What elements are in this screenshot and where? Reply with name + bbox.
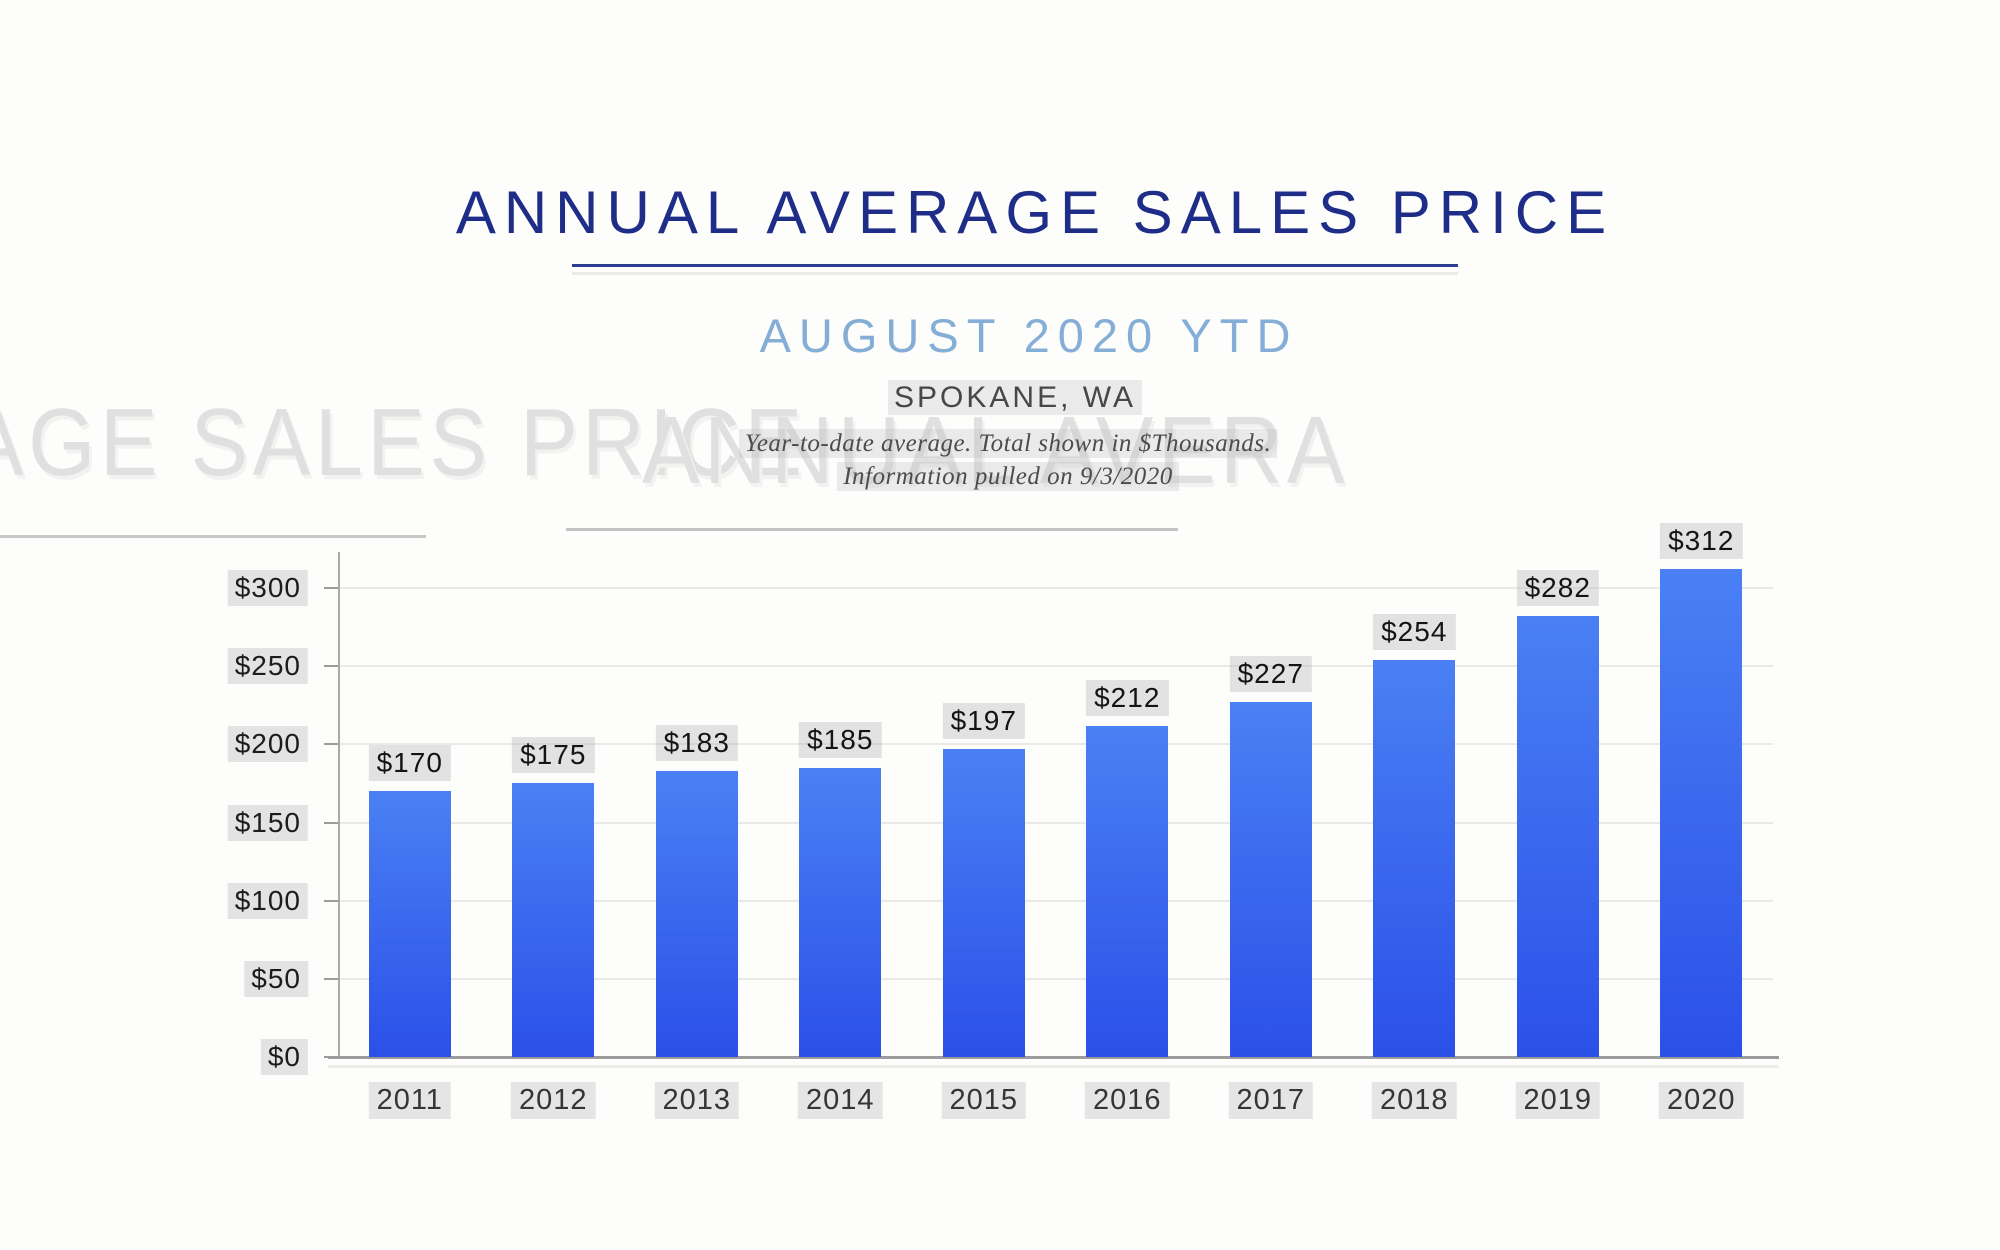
y-tick-250 xyxy=(324,665,338,668)
y-axis-label-200: $200 xyxy=(227,726,308,763)
bar-2018 xyxy=(1373,659,1456,1057)
x-axis-label-2012: 2012 xyxy=(510,1082,596,1119)
x-axis-label-2013: 2013 xyxy=(654,1082,740,1119)
location-label: SPOKANE, WA xyxy=(0,380,2000,415)
y-tick-100 xyxy=(324,899,338,902)
x-axis-label-2017: 2017 xyxy=(1228,1082,1314,1119)
bar-2015 xyxy=(942,749,1025,1057)
value-label-2013: $183 xyxy=(655,724,738,761)
gridline-150 xyxy=(338,821,1773,824)
bar-2017 xyxy=(1229,702,1312,1057)
watermark-text-right: ANNUAL AVERA xyxy=(642,397,1350,504)
y-axis-label-100: $100 xyxy=(227,882,308,919)
gridline-50 xyxy=(338,977,1773,980)
title-underline xyxy=(572,264,1458,267)
x-axis-label-2014: 2014 xyxy=(797,1082,883,1119)
x-axis-label-2011: 2011 xyxy=(368,1082,451,1119)
bar-2011 xyxy=(368,791,451,1057)
bar-2020 xyxy=(1660,569,1743,1057)
y-tick-200 xyxy=(324,743,338,746)
bar-2019 xyxy=(1516,616,1599,1057)
value-label-2019: $282 xyxy=(1516,570,1599,607)
page-title: ANNUAL AVERAGE SALES PRICE xyxy=(455,179,1615,246)
x-axis-label-2015: 2015 xyxy=(941,1082,1027,1119)
value-label-2017: $227 xyxy=(1229,656,1312,693)
note-line-1: Year-to-date average. Total shown in $Th… xyxy=(0,429,2000,458)
bar-2013 xyxy=(655,770,738,1057)
y-axis-label-150: $150 xyxy=(227,804,308,841)
value-label-2012: $175 xyxy=(512,737,595,774)
y-axis-line xyxy=(338,552,340,1057)
x-axis-label-2020: 2020 xyxy=(1658,1082,1744,1119)
y-axis-label-250: $250 xyxy=(227,648,308,685)
x-axis-label-2016: 2016 xyxy=(1084,1082,1170,1119)
value-label-2015: $197 xyxy=(942,703,1025,740)
gridline-100 xyxy=(338,899,1773,902)
value-label-2014: $185 xyxy=(799,721,882,758)
bar-2016 xyxy=(1086,725,1169,1057)
y-axis-label-300: $300 xyxy=(227,570,308,606)
gridline-300 xyxy=(338,587,1773,589)
value-label-2016: $212 xyxy=(1086,679,1169,716)
gridline-250 xyxy=(338,665,1773,668)
x-axis-line xyxy=(328,1056,1779,1059)
value-label-2020: $312 xyxy=(1660,523,1743,560)
y-tick-50 xyxy=(324,977,338,980)
gridline-200 xyxy=(338,743,1773,746)
value-label-2011: $170 xyxy=(368,745,451,782)
divider-line-left xyxy=(0,535,426,538)
bar-2014 xyxy=(799,767,882,1057)
watermark-text-left: AGE SALES PRICE xyxy=(0,389,807,496)
y-axis-label-50: $50 xyxy=(244,960,308,997)
bar-2012 xyxy=(512,783,595,1057)
y-tick-300 xyxy=(324,587,338,589)
note-line-2: Information pulled on 9/3/2020 xyxy=(0,462,2000,491)
divider-line-right xyxy=(566,528,1178,531)
chart-subtitle: AUGUST 2020 YTD xyxy=(759,309,1299,362)
x-axis-label-2019: 2019 xyxy=(1515,1082,1601,1119)
x-axis-label-2018: 2018 xyxy=(1371,1082,1457,1119)
value-label-2018: $254 xyxy=(1373,613,1456,650)
y-tick-150 xyxy=(324,821,338,824)
y-axis-label-0: $0 xyxy=(260,1039,308,1075)
